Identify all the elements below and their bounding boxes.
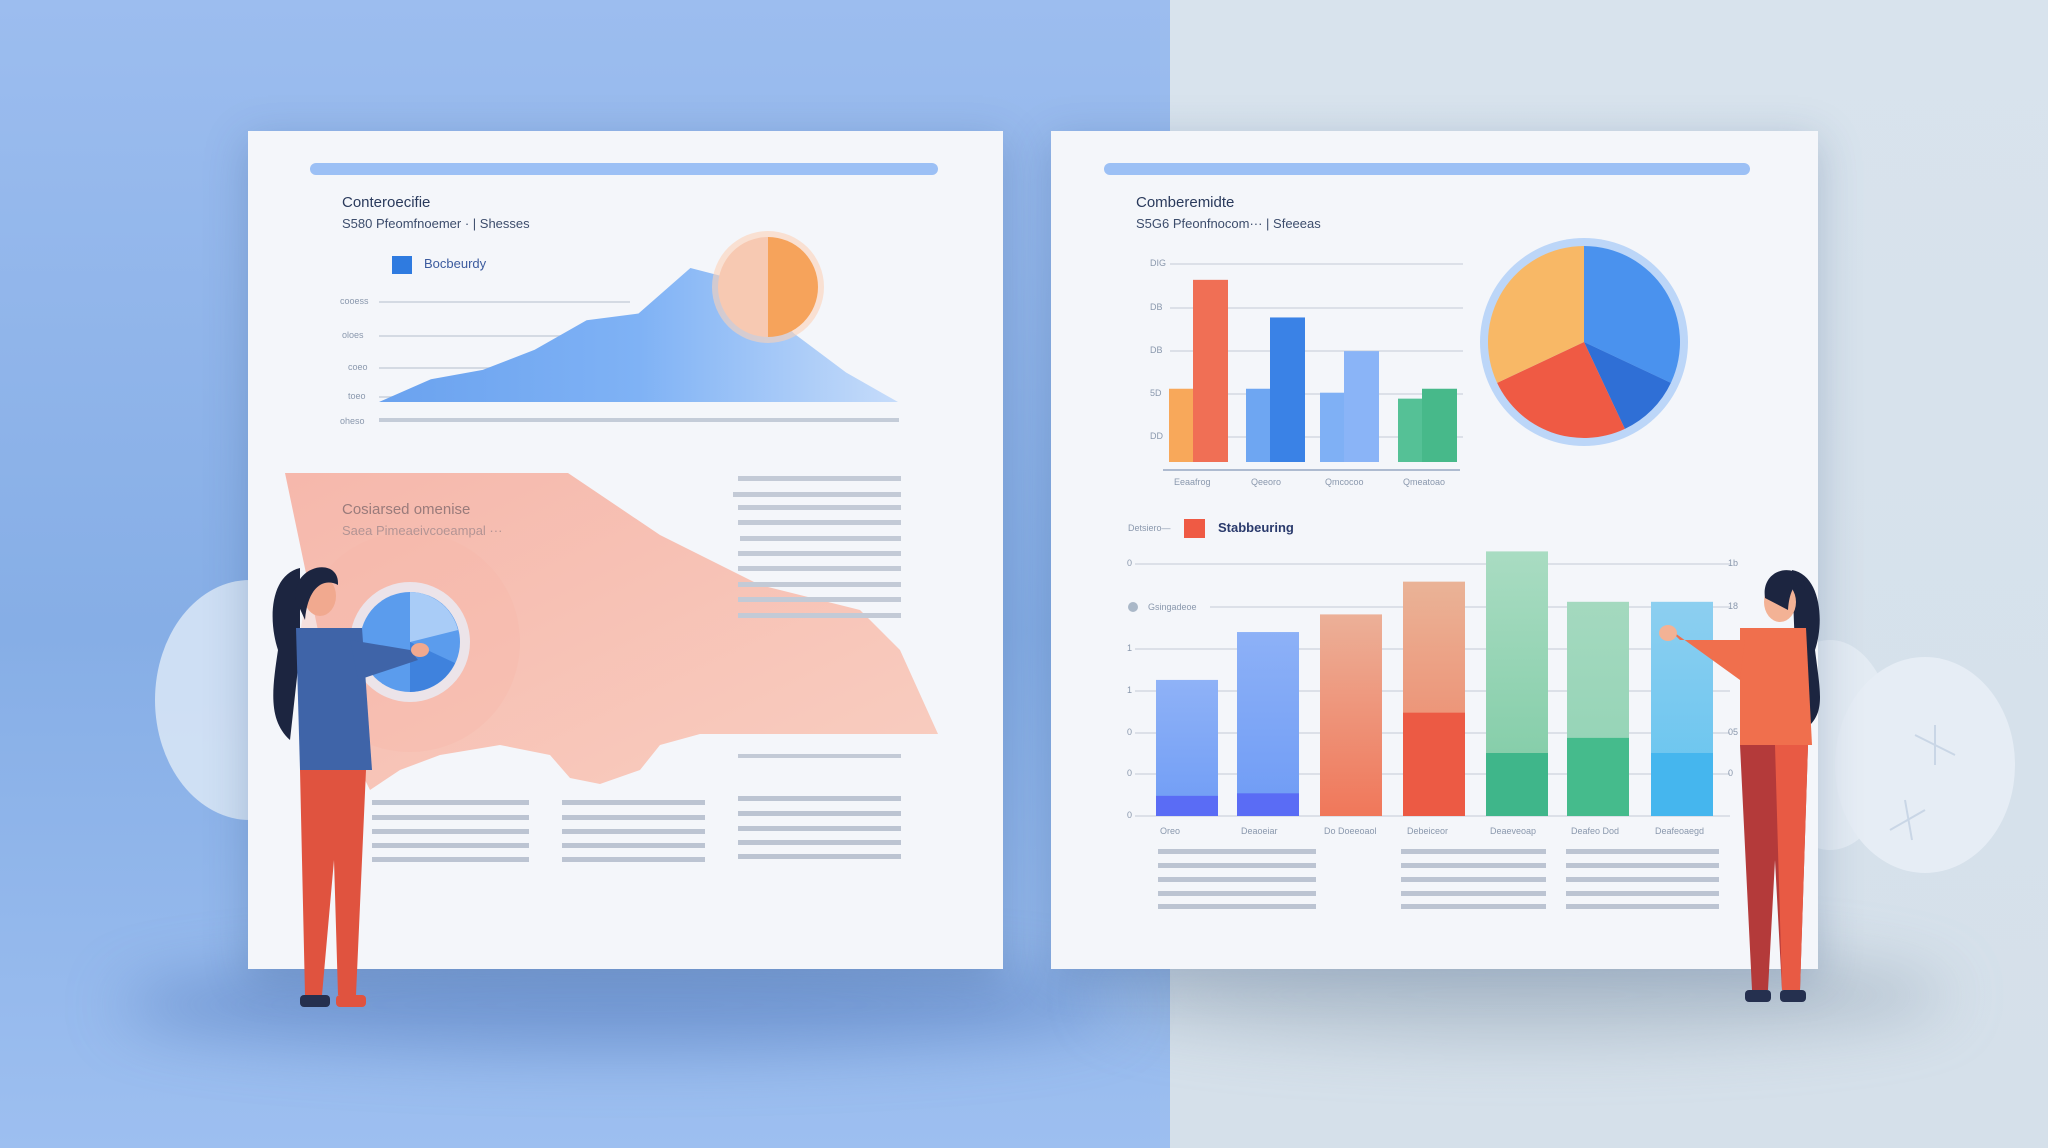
- right-legend-prefix: Detsiero—: [1128, 523, 1171, 533]
- overlay-subtitle: Saea Pimeaeivcoeampal ···: [342, 523, 503, 538]
- left-legend-label: Bocbeurdy: [424, 256, 487, 271]
- x-tick-label: Oreo: [1160, 826, 1181, 836]
- left-pie-chart: [718, 237, 818, 337]
- pie-slice: [1584, 342, 1671, 429]
- right-legend-label: Stabbeuring: [1218, 520, 1294, 535]
- y-tick-label: DB: [1150, 345, 1163, 355]
- pie-slice: [1488, 246, 1584, 383]
- y-tick-label-right: 05: [1728, 727, 1739, 737]
- bar-segment-base: [1486, 753, 1548, 816]
- x-tick-label: Deafeoaegd: [1655, 826, 1705, 836]
- woman-right-illustration: [1659, 570, 1820, 1002]
- series-marker-icon: [1128, 602, 1138, 612]
- left-area-series: [379, 268, 898, 402]
- left-y-tick: oheso: [340, 416, 365, 426]
- pie-slice: [768, 237, 818, 337]
- bar-segment-base: [1567, 737, 1629, 816]
- bar-segment-base: [1156, 795, 1218, 816]
- left-text-lines-right: [733, 476, 901, 758]
- x-tick-label: Deaoeiar: [1241, 826, 1278, 836]
- x-tick-label: Do Doeeoaol: [1324, 826, 1377, 836]
- y-tick-label-right: 1b: [1728, 558, 1739, 568]
- bar: [1344, 351, 1379, 462]
- pie-slice: [1584, 246, 1681, 383]
- left-y-tick: oloes: [342, 330, 364, 340]
- left-text-lines-bottom: [372, 796, 901, 862]
- pie-slice: [1497, 342, 1625, 439]
- bar-segment-top: [1156, 679, 1218, 816]
- bar: [1169, 388, 1193, 462]
- x-tick-label: Debeiceor: [1407, 826, 1449, 836]
- right-panel-subtitle: S5G6 Pfeonfnocom··· | Sfeeeas: [1136, 216, 1321, 231]
- left-panel-title: Conteroecifie: [342, 194, 431, 211]
- right-dashboard-panel: [1051, 131, 1818, 969]
- y-tick-label-right: 18: [1728, 601, 1739, 611]
- sparkle-icon: [1889, 725, 1956, 841]
- bar-segment-base: [1651, 753, 1713, 816]
- left-panel-header-bar: [310, 163, 938, 175]
- right-panel-header-bar: [1104, 163, 1750, 175]
- x-tick-label: Qeeoro: [1251, 477, 1282, 487]
- right-pie-chart: [1488, 246, 1681, 439]
- bar-segment-base: [1403, 712, 1465, 816]
- stacked-bar-chart: [1135, 551, 1730, 817]
- right-panel-title: Comberemidte: [1136, 194, 1235, 211]
- left-legend-swatch: [392, 256, 412, 274]
- held-pie-slice: [410, 592, 458, 642]
- bar-segment-base: [1237, 793, 1299, 816]
- y-tick-label: DB: [1150, 302, 1163, 312]
- bar-segment-top: [1320, 614, 1382, 816]
- x-tick-label: Deaeveoap: [1490, 826, 1537, 836]
- x-tick-label: Qmeatoao: [1403, 477, 1446, 487]
- y-tick-label-left: 1: [1127, 685, 1133, 695]
- left-y-tick: coeo: [348, 362, 368, 372]
- bar-segment-top: [1237, 632, 1299, 816]
- pie-slice: [718, 237, 768, 337]
- y-tick-label: DD: [1150, 431, 1163, 441]
- series-label: Gsingadeoe: [1148, 602, 1197, 612]
- right-legend-swatch: [1184, 519, 1205, 538]
- pink-overlay-shape: [285, 473, 938, 790]
- grouped-bar-chart: [1163, 263, 1463, 471]
- x-tick-label: Eeaafrog: [1174, 477, 1211, 487]
- bar: [1422, 388, 1457, 462]
- y-tick-label-left: 0: [1127, 768, 1133, 778]
- bar: [1398, 398, 1422, 462]
- left-panel-subtitle: S580 Pfeomfnoemer · | Shesses: [342, 216, 530, 231]
- right-text-lines-bottom: [1158, 849, 1719, 909]
- overlay-title: Cosiarsed omenise: [342, 501, 471, 518]
- y-tick-label-left: 0: [1127, 558, 1133, 568]
- bar: [1246, 388, 1270, 462]
- left-area-baseline: [379, 418, 899, 422]
- bar: [1270, 317, 1305, 462]
- x-tick-label: Deafeo Dod: [1571, 826, 1620, 836]
- y-tick-label-left: 1: [1127, 643, 1133, 653]
- left-y-tick: cooess: [340, 296, 369, 306]
- y-tick-label: 5D: [1150, 388, 1162, 398]
- bar: [1320, 392, 1344, 462]
- x-tick-label: Qmcocoo: [1325, 477, 1364, 487]
- y-tick-label-right: 0: [1728, 768, 1734, 778]
- y-tick-label-left: 0: [1127, 727, 1133, 737]
- floor-shadow-left: [120, 960, 1120, 1050]
- decor-circle-right: [1835, 657, 2015, 873]
- bar: [1193, 279, 1228, 462]
- left-y-tick: toeo: [348, 391, 366, 401]
- y-tick-label-left: 0: [1127, 810, 1133, 820]
- y-tick-label: DIG: [1150, 258, 1167, 268]
- woman-left-illustration: [272, 567, 429, 1007]
